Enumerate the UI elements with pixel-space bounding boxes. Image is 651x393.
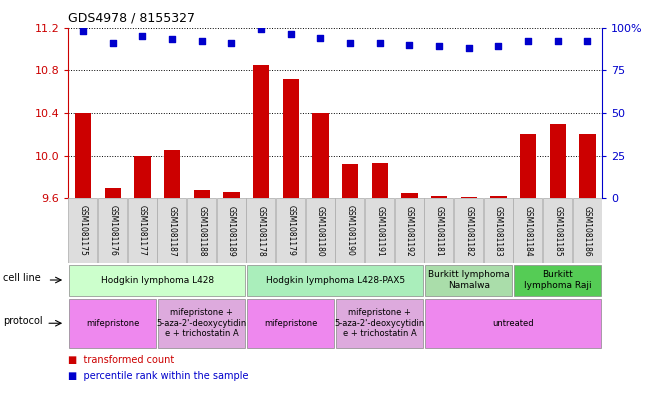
Point	[286, 31, 296, 37]
Text: GSM1081182: GSM1081182	[464, 206, 473, 256]
Text: GSM1081181: GSM1081181	[435, 206, 443, 256]
Point	[374, 40, 385, 46]
FancyBboxPatch shape	[514, 264, 601, 296]
Text: GSM1081186: GSM1081186	[583, 206, 592, 256]
Bar	[401, 193, 417, 198]
Text: GSM1081190: GSM1081190	[346, 206, 355, 256]
FancyBboxPatch shape	[484, 198, 512, 263]
Point	[78, 28, 89, 34]
Point	[227, 40, 237, 46]
Text: GSM1081191: GSM1081191	[375, 206, 384, 256]
Text: Hodgkin lymphoma L428: Hodgkin lymphoma L428	[101, 275, 214, 285]
FancyBboxPatch shape	[335, 198, 365, 263]
Text: ■  transformed count: ■ transformed count	[68, 354, 174, 365]
Text: GSM1081192: GSM1081192	[405, 206, 414, 256]
Text: GDS4978 / 8155327: GDS4978 / 8155327	[68, 12, 195, 25]
Bar	[312, 113, 329, 198]
Bar	[193, 190, 210, 198]
Point	[553, 38, 563, 44]
Bar	[579, 134, 596, 198]
Point	[137, 33, 148, 39]
Bar	[283, 79, 299, 198]
FancyBboxPatch shape	[158, 198, 186, 263]
Point	[197, 38, 207, 44]
Point	[256, 26, 266, 32]
FancyBboxPatch shape	[247, 299, 334, 348]
FancyBboxPatch shape	[572, 198, 602, 263]
Text: GSM1081185: GSM1081185	[553, 206, 562, 256]
Point	[315, 35, 326, 41]
Text: Burkitt
lymphoma Raji: Burkitt lymphoma Raji	[524, 270, 592, 290]
Bar	[253, 65, 270, 198]
Bar	[520, 134, 536, 198]
FancyBboxPatch shape	[395, 198, 424, 263]
Text: GSM1081183: GSM1081183	[494, 206, 503, 256]
Text: GSM1081187: GSM1081187	[168, 206, 176, 256]
Bar	[342, 164, 358, 198]
Text: GSM1081177: GSM1081177	[138, 206, 147, 256]
Text: mifepristone: mifepristone	[264, 319, 318, 328]
Bar	[490, 196, 506, 198]
Point	[107, 40, 118, 46]
Text: GSM1081188: GSM1081188	[197, 206, 206, 256]
FancyBboxPatch shape	[276, 198, 305, 263]
Text: Hodgkin lymphoma L428-PAX5: Hodgkin lymphoma L428-PAX5	[266, 275, 405, 285]
Bar	[460, 197, 477, 198]
Point	[464, 45, 474, 51]
Bar	[549, 124, 566, 198]
FancyBboxPatch shape	[513, 198, 542, 263]
Point	[582, 38, 592, 44]
FancyBboxPatch shape	[187, 198, 216, 263]
Point	[434, 43, 444, 50]
Bar	[105, 188, 121, 198]
FancyBboxPatch shape	[68, 198, 98, 263]
FancyBboxPatch shape	[454, 198, 483, 263]
FancyBboxPatch shape	[69, 299, 156, 348]
Text: ■  percentile rank within the sample: ■ percentile rank within the sample	[68, 371, 249, 381]
Point	[404, 42, 415, 48]
Text: Burkitt lymphoma
Namalwa: Burkitt lymphoma Namalwa	[428, 270, 510, 290]
Text: GSM1081179: GSM1081179	[286, 206, 296, 256]
FancyBboxPatch shape	[424, 198, 453, 263]
FancyBboxPatch shape	[365, 198, 394, 263]
Text: GSM1081189: GSM1081189	[227, 206, 236, 256]
Bar	[372, 163, 388, 198]
FancyBboxPatch shape	[305, 198, 335, 263]
Text: GSM1081180: GSM1081180	[316, 206, 325, 256]
Text: mifepristone +
5-aza-2'-deoxycytidin
e + trichostatin A: mifepristone + 5-aza-2'-deoxycytidin e +…	[335, 309, 425, 338]
Text: GSM1081176: GSM1081176	[108, 206, 117, 256]
Bar	[75, 113, 91, 198]
Point	[523, 38, 533, 44]
Text: GSM1081178: GSM1081178	[256, 206, 266, 256]
Text: mifepristone +
5-aza-2'-deoxycytidin
e + trichostatin A: mifepristone + 5-aza-2'-deoxycytidin e +…	[157, 309, 247, 338]
Point	[345, 40, 355, 46]
FancyBboxPatch shape	[247, 264, 423, 296]
FancyBboxPatch shape	[425, 299, 601, 348]
Bar	[223, 192, 240, 198]
FancyBboxPatch shape	[336, 299, 423, 348]
Point	[167, 36, 177, 42]
Text: protocol: protocol	[3, 316, 43, 326]
Point	[493, 43, 504, 50]
FancyBboxPatch shape	[425, 264, 512, 296]
FancyBboxPatch shape	[98, 198, 127, 263]
Text: cell line: cell line	[3, 273, 41, 283]
Text: GSM1081175: GSM1081175	[79, 206, 88, 256]
FancyBboxPatch shape	[217, 198, 245, 263]
Text: untreated: untreated	[492, 319, 534, 328]
Bar	[431, 196, 447, 198]
Bar	[134, 156, 150, 198]
FancyBboxPatch shape	[128, 198, 157, 263]
FancyBboxPatch shape	[69, 264, 245, 296]
FancyBboxPatch shape	[543, 198, 572, 263]
FancyBboxPatch shape	[246, 198, 275, 263]
Bar	[164, 151, 180, 198]
Text: mifepristone: mifepristone	[86, 319, 139, 328]
Text: GSM1081184: GSM1081184	[523, 206, 533, 256]
FancyBboxPatch shape	[158, 299, 245, 348]
